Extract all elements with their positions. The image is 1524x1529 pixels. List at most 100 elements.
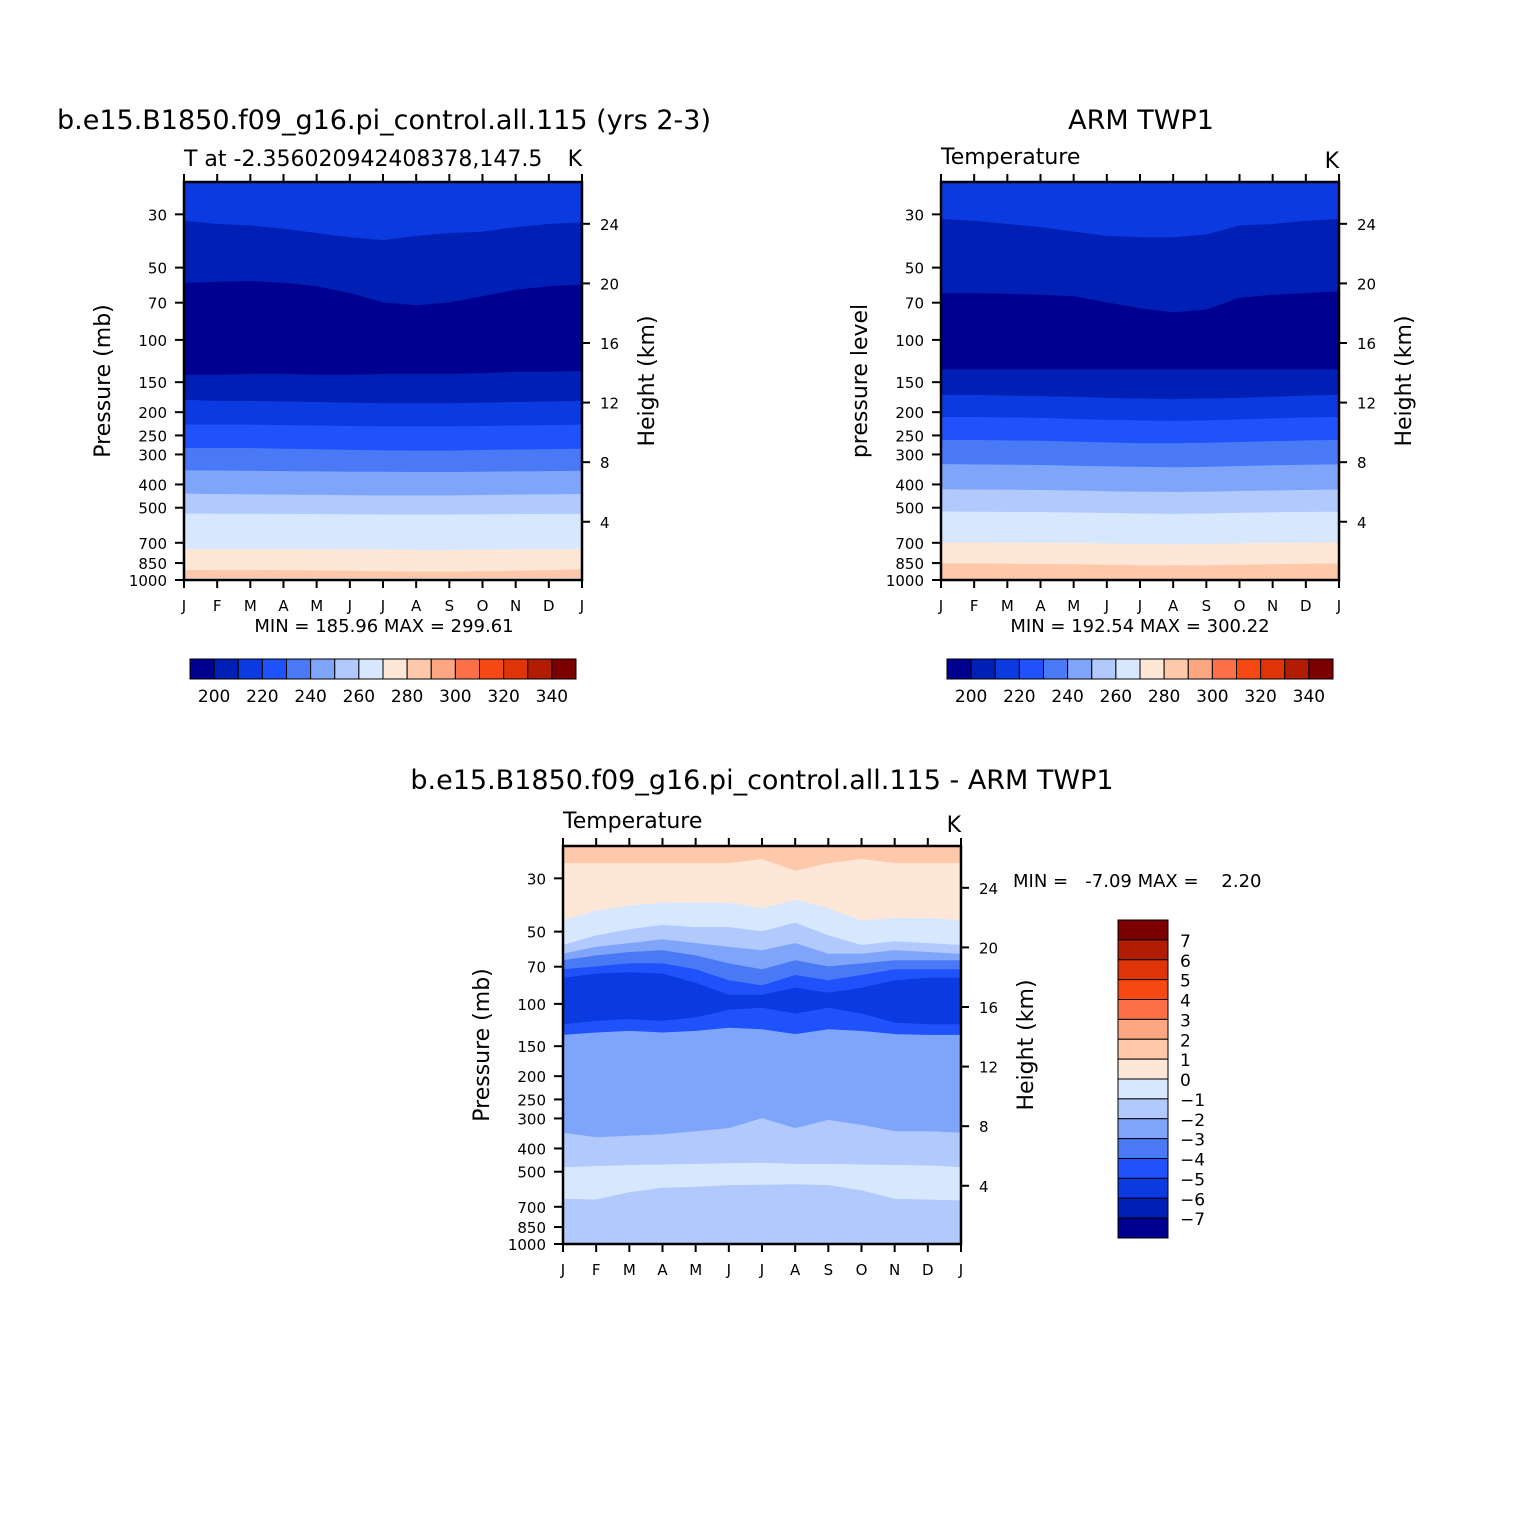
contour-band — [941, 511, 1339, 545]
colorbar-label: −7 — [1180, 1210, 1205, 1230]
height-tick-label: 8 — [600, 454, 610, 472]
x-tick-label: M — [1001, 597, 1014, 615]
x-tick-label: S — [1202, 597, 1212, 615]
colorbar-swatch — [1117, 1138, 1169, 1159]
x-tick-label: D — [543, 597, 555, 615]
x-tick-label: J — [1336, 597, 1341, 615]
colorbar-swatch — [1043, 658, 1069, 680]
height-tick-label: 16 — [979, 999, 998, 1017]
colorbar-label: 300 — [439, 687, 471, 707]
colorbar-swatch — [430, 658, 456, 680]
y-tick-label: 400 — [138, 476, 167, 494]
contour-band — [184, 399, 582, 427]
height-tick-label: 24 — [1357, 216, 1376, 234]
colorbar-swatch — [1308, 658, 1334, 680]
y-tick-label: 70 — [148, 295, 167, 313]
colorbar-swatch — [261, 658, 287, 680]
colorbar-swatch — [479, 658, 505, 680]
colorbar-label: 340 — [1293, 687, 1325, 707]
y-tick-label: 850 — [517, 1219, 546, 1237]
y-tick-label: 250 — [138, 427, 167, 445]
colorbar-swatch — [189, 658, 215, 680]
x-tick-label: A — [657, 1261, 668, 1279]
colorbar-label: −5 — [1180, 1170, 1205, 1190]
colorbar-swatch — [454, 658, 480, 680]
colorbar-label: 7 — [1180, 932, 1191, 952]
colorbar-swatch — [994, 658, 1020, 680]
y-tick-label: 250 — [517, 1091, 546, 1109]
y-tick-label: 300 — [895, 446, 924, 464]
x-tick-label: A — [278, 597, 289, 615]
colorbar-label: −1 — [1180, 1091, 1205, 1111]
contour-band — [184, 370, 582, 404]
panel3-ylabel-right: Height (km) — [1014, 979, 1039, 1110]
panel2-minmax: MIN = 192.54 MAX = 300.22 — [1010, 616, 1269, 637]
y-tick-label: 200 — [895, 404, 924, 422]
colorbar-swatch — [1236, 658, 1262, 680]
height-tick-label: 8 — [1357, 454, 1367, 472]
height-tick-label: 24 — [600, 216, 619, 234]
colorbar-label: 280 — [391, 687, 423, 707]
colorbar-swatch — [213, 658, 239, 680]
y-tick-label: 400 — [517, 1140, 546, 1158]
colorbar-label: 5 — [1180, 972, 1191, 992]
colorbar-swatch — [1139, 658, 1165, 680]
colorbar-swatch — [1117, 959, 1169, 981]
panel3-subtitle-right: K — [947, 813, 962, 838]
colorbar-swatch — [1115, 658, 1141, 680]
x-tick-label: S — [824, 1261, 834, 1279]
panel2-title: ARM TWP1 — [1068, 105, 1214, 136]
colorbar-label: 260 — [1100, 687, 1132, 707]
colorbar-label: 320 — [487, 687, 519, 707]
colorbar-label: 2 — [1180, 1031, 1191, 1051]
contour-band — [941, 439, 1339, 468]
colorbar-label: −6 — [1180, 1190, 1205, 1210]
y-tick-label: 150 — [517, 1038, 546, 1056]
contour-band — [941, 464, 1339, 493]
contour-band — [184, 493, 582, 516]
panel2-subtitle-right: K — [1325, 149, 1340, 174]
contour-band — [184, 470, 582, 497]
y-tick-label: 100 — [517, 996, 546, 1014]
colorbar-swatch — [1018, 658, 1044, 680]
colorbar-swatch — [1117, 999, 1169, 1020]
contour-band — [184, 548, 582, 573]
contour-band — [941, 394, 1339, 422]
colorbar-swatch — [1211, 658, 1237, 680]
panel3-contours — [563, 846, 961, 1244]
colorbar-label: 6 — [1180, 952, 1191, 972]
height-tick-label: 20 — [979, 939, 998, 957]
x-tick-label: F — [970, 597, 979, 615]
y-tick-label: 400 — [895, 476, 924, 494]
colorbar-label: 1 — [1180, 1051, 1191, 1071]
x-tick-label: J — [726, 1261, 731, 1279]
x-tick-label: M — [244, 597, 257, 615]
colorbar-swatch — [1117, 919, 1169, 941]
y-tick-label: 150 — [895, 374, 924, 392]
height-tick-label: 12 — [600, 395, 619, 413]
height-tick-label: 16 — [600, 335, 619, 353]
y-tick-label: 1000 — [886, 572, 924, 590]
x-tick-label: J — [759, 1261, 764, 1279]
colorbar-swatch — [527, 658, 553, 680]
y-tick-label: 30 — [527, 870, 546, 888]
y-tick-label: 50 — [905, 260, 924, 278]
colorbar-label: 340 — [536, 687, 568, 707]
colorbar-swatch — [1091, 658, 1117, 680]
colorbar-swatch — [286, 658, 312, 680]
plot-layers: J F M A M J J A S O N D J305070100150200250300400500… — [129, 174, 1376, 1279]
colorbar-label: 0 — [1180, 1071, 1191, 1091]
y-tick-label: 150 — [138, 374, 167, 392]
x-tick-label: N — [1267, 597, 1278, 615]
y-tick-label: 250 — [895, 427, 924, 445]
panel3-ylabel: Pressure (mb) — [470, 968, 495, 1122]
y-tick-label: 500 — [138, 500, 167, 518]
x-tick-label: O — [856, 1261, 868, 1279]
contour-band — [184, 448, 582, 473]
x-tick-label: J — [560, 1261, 565, 1279]
colorbar-swatch — [1117, 1038, 1169, 1060]
x-tick-label: D — [1300, 597, 1312, 615]
